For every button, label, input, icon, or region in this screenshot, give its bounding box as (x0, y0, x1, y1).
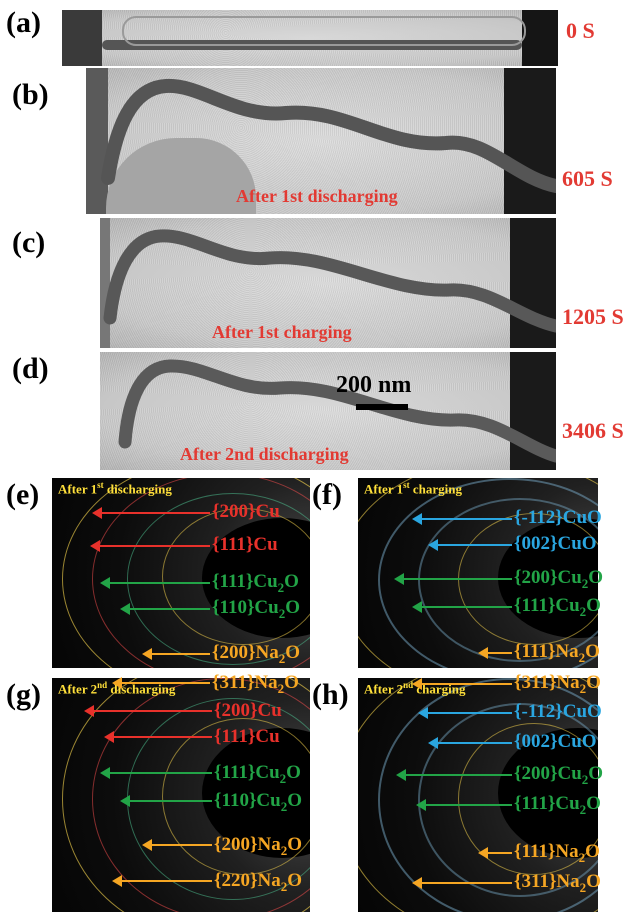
panel-d-letter: (d) (12, 352, 49, 385)
label-g-4: {110}Cu2O (214, 790, 302, 814)
label-e-1: {200}Cu (212, 501, 280, 522)
label-h-5: {111}Na2O (514, 841, 600, 865)
arrow-h-2 (428, 737, 512, 749)
arrow-e-5 (142, 648, 210, 660)
caption-d: After 2nd discharging (180, 444, 349, 464)
arrow-f-2 (428, 539, 512, 551)
arrow-f-4 (412, 601, 512, 613)
label-f-1: {-112}CuO (514, 507, 602, 528)
label-e-6: {311}Na2O (212, 672, 299, 696)
arrow-h-1 (418, 707, 512, 719)
ring (92, 478, 310, 668)
ring (418, 498, 598, 662)
arrow-h-3 (396, 769, 512, 781)
label-g-6: {220}Na2O (214, 870, 302, 894)
saed-title-g: After 2nd discharging (58, 680, 176, 697)
arrow-g-2 (104, 731, 212, 743)
label-h-1: {-112}CuO (514, 701, 602, 722)
panel-h-letter: (h) (312, 678, 349, 711)
panel-e-letter: (e) (6, 478, 40, 511)
nanowire-b (101, 78, 556, 193)
probe-left (100, 218, 110, 348)
panel-b-letter: (b) (12, 78, 49, 111)
panel-a-letter: (a) (6, 6, 41, 39)
arrow-h-6 (412, 877, 512, 889)
tem-image-b: After 1st discharging (86, 68, 556, 214)
nanowire-c (103, 229, 556, 333)
label-f-6: {311}Na2O (514, 672, 601, 696)
label-f-4: {111}Cu2O (514, 595, 601, 619)
nanowire-d (118, 359, 556, 463)
ring (378, 678, 598, 912)
time-b: 605 S (562, 166, 613, 191)
label-h-2: {002}CuO (514, 731, 597, 752)
arrow-h-5 (478, 847, 512, 859)
arrow-f-3 (394, 573, 512, 585)
label-e-5: {200}Na2O (212, 642, 300, 666)
arrow-f-6 (412, 678, 512, 690)
scalebar-label: 200 nm (336, 372, 412, 398)
time-d: 3406 S (562, 418, 624, 443)
label-f-2: {002}CuO (514, 533, 597, 554)
tem-image-d: 200 nm After 2nd discharging (100, 352, 556, 470)
label-g-2: {111}Cu (214, 726, 280, 747)
label-f-3: {200}Cu2O (514, 567, 604, 591)
saed-image-g: After 2nd discharging (52, 678, 310, 912)
saed-title-f: After 1st charging (364, 480, 462, 497)
time-a: 0 S (566, 18, 595, 43)
electrode-right (522, 10, 558, 66)
arrow-g-3 (100, 767, 212, 779)
label-g-5: {200}Na2O (214, 834, 302, 858)
panel-c-letter: (c) (12, 226, 46, 259)
scalebar (356, 404, 408, 410)
panel-g-letter: (g) (6, 678, 41, 711)
label-h-4: {111}Cu2O (514, 793, 601, 817)
saed-title-h: After 2nd charging (364, 680, 466, 697)
arrow-h-4 (416, 799, 512, 811)
panel-f-letter: (f) (312, 478, 342, 511)
label-g-3: {111}Cu2O (214, 762, 301, 786)
caption-c: After 1st charging (212, 322, 352, 342)
saed-image-h: After 2nd charging (358, 678, 598, 912)
arrow-e-3 (100, 577, 210, 589)
label-h-6: {311}Na2O (514, 871, 601, 895)
arrow-g-4 (120, 795, 212, 807)
arrow-e-1 (92, 507, 210, 519)
arrow-e-4 (120, 603, 210, 615)
arrow-e-6 (112, 677, 210, 689)
arrow-f-5 (478, 647, 512, 659)
time-c: 1205 S (562, 304, 624, 329)
ring (162, 718, 310, 875)
arrow-g-6 (112, 875, 212, 887)
ring (62, 678, 310, 912)
label-f-5: {111}Na2O (514, 641, 600, 665)
arrow-e-2 (90, 540, 210, 552)
ring (62, 478, 310, 668)
ring (162, 508, 310, 645)
wire-sheath (122, 16, 526, 46)
arrow-g-5 (142, 839, 212, 851)
label-h-3: {200}Cu2O (514, 763, 604, 787)
label-g-1: {200}Cu (214, 700, 282, 721)
arrow-g-1 (84, 705, 212, 717)
tem-image-a (62, 10, 558, 66)
arrow-f-1 (412, 513, 512, 525)
ring (378, 478, 598, 668)
probe-left (62, 10, 102, 66)
label-e-2: {111}Cu (212, 534, 278, 555)
caption-b: After 1st discharging (236, 186, 398, 206)
label-e-4: {110}Cu2O (212, 597, 300, 621)
tem-image-c: After 1st charging (100, 218, 556, 348)
saed-title-e: After 1st discharging (58, 480, 172, 497)
ring (458, 723, 598, 875)
label-e-3: {111}Cu2O (212, 571, 299, 595)
